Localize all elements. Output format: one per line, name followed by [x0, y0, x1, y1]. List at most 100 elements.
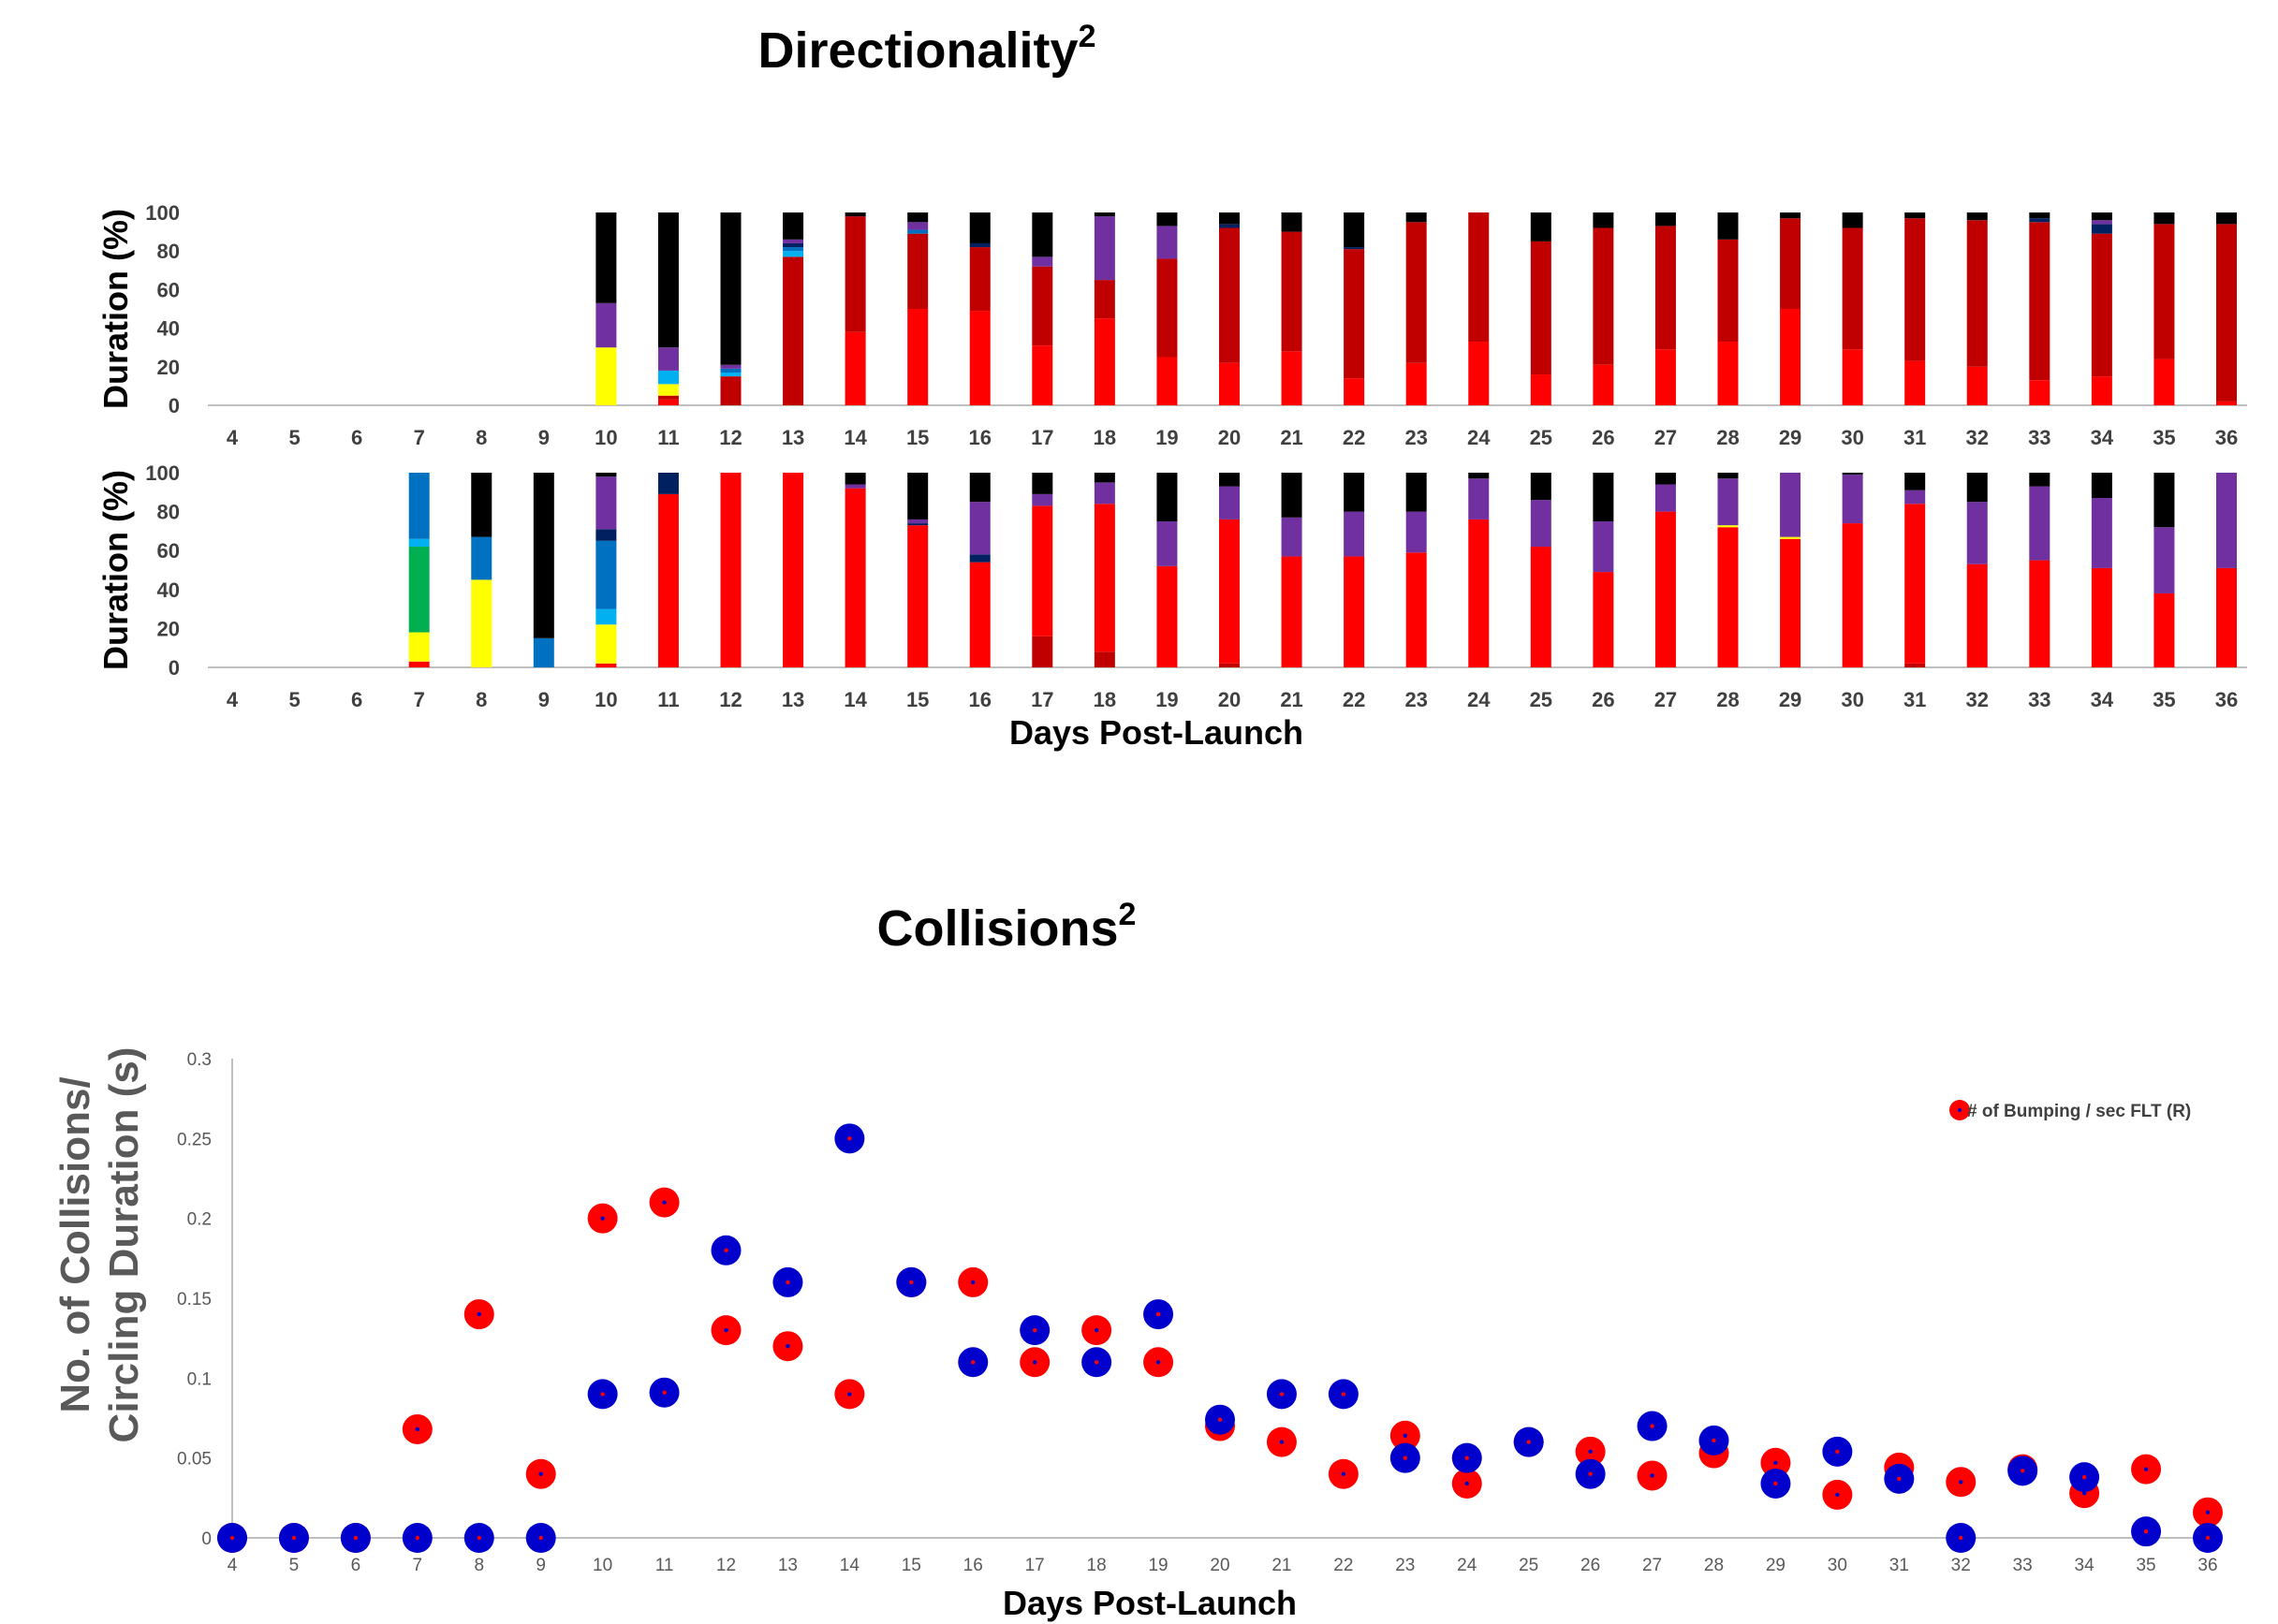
- bar-segment-darkred: [1966, 220, 1988, 367]
- bar-segment-red: [1344, 378, 1365, 405]
- bar-segment-purple: [1468, 478, 1490, 519]
- y-tick-label: 20: [157, 617, 180, 640]
- bar-segment-purple: [1281, 517, 1302, 557]
- point-center: [786, 1344, 790, 1349]
- bar-segment-darkred: [1593, 227, 1614, 365]
- bar-segment-purple: [2091, 498, 2112, 568]
- bar-segment-darkred: [1219, 663, 1240, 667]
- x-tick-label: 28: [1716, 426, 1739, 449]
- y-tick-label: 100: [145, 461, 180, 485]
- x-tick-label: 21: [1280, 688, 1302, 711]
- bar-segment-darkred: [657, 395, 679, 400]
- bar-segment-purple: [657, 347, 679, 371]
- bar-segment-darkred: [845, 216, 866, 332]
- y-axis-label: No. of Collisions/Circling Duration (s): [52, 1047, 147, 1443]
- x-tick-label: 18: [1094, 426, 1116, 449]
- bar-segment-red: [1530, 374, 1551, 405]
- x-tick-label: 14: [844, 426, 867, 449]
- bar-segment-red: [1032, 505, 1053, 636]
- bar-segment-darkred: [1094, 280, 1115, 319]
- point-center: [847, 1392, 852, 1397]
- bar-segment-red: [1780, 309, 1801, 405]
- x-tick-label: 33: [2013, 1556, 2033, 1575]
- x-tick-label: 10: [595, 426, 617, 449]
- bar-segment-black: [2029, 212, 2050, 219]
- bar-segment-yellow: [471, 579, 492, 667]
- bar-segment-black: [471, 473, 492, 537]
- bar-segment-red: [1593, 572, 1614, 667]
- bar-segment-purple: [845, 484, 866, 489]
- x-tick-label: 7: [413, 1556, 423, 1575]
- x-tick-label: 32: [1966, 426, 1989, 449]
- bar-segment-darkred: [1842, 227, 1863, 350]
- bar-segment-navy: [783, 242, 804, 248]
- point-center: [353, 1535, 359, 1541]
- bar-segment-lightblue: [408, 538, 430, 548]
- point-center: [909, 1280, 914, 1285]
- bar-segment-yellow: [657, 384, 679, 396]
- point-center: [1959, 1535, 1963, 1541]
- bar-segment-red: [595, 663, 617, 667]
- bar-segment-black: [1717, 212, 1739, 240]
- bar-segment-darkred: [1904, 218, 1926, 361]
- x-tick-label: 36: [2215, 688, 2238, 711]
- bar-segment-red: [1405, 552, 1427, 667]
- x-tick-label: 6: [351, 1556, 361, 1575]
- x-tick-label: 30: [1828, 1556, 1847, 1575]
- x-tick-label: 4: [227, 688, 239, 711]
- x-tick-label: 15: [902, 1556, 921, 1575]
- x-tick-label: 27: [1654, 426, 1677, 449]
- bar-segment-blue: [471, 536, 492, 580]
- bar-segment-red: [1094, 504, 1115, 652]
- bar-segment-purple: [2091, 220, 2112, 225]
- bar-segment-red: [1780, 538, 1801, 667]
- bar-segment-purple: [1654, 484, 1676, 512]
- x-tick-label: 5: [288, 688, 300, 711]
- point-center: [2205, 1535, 2211, 1541]
- bar-segment-black: [1156, 473, 1178, 521]
- bar-segment-navy: [1219, 224, 1240, 228]
- bar-segment-darkred: [2029, 222, 2050, 381]
- x-tick-label: 34: [2091, 688, 2114, 711]
- bar-segment-navy: [969, 242, 991, 248]
- point-center: [1897, 1476, 1902, 1482]
- point-center: [1588, 1449, 1593, 1455]
- x-tick-label: 21: [1280, 426, 1302, 449]
- x-tick-label: 16: [963, 1556, 983, 1575]
- y-tick-label: 0.25: [177, 1130, 212, 1149]
- x-tick-label: 9: [536, 1556, 546, 1575]
- x-tick-label: 6: [351, 688, 362, 711]
- bar-segment-blue: [783, 247, 804, 252]
- bar-segment-black: [1530, 473, 1551, 501]
- bar-segment-black: [783, 212, 804, 240]
- collisions-scatter-chart: 0 0.05 0.1 0.15 0.2 0.25 0.3 4 5 6 7 8 9 10 11 12 13 14 15…: [52, 1047, 2223, 1622]
- bar-segment-red: [1717, 527, 1739, 667]
- bar-segment-black: [533, 473, 554, 638]
- x-tick-label: 22: [1343, 688, 1365, 711]
- bar-segment-red: [2153, 358, 2175, 405]
- point-center: [1650, 1473, 1654, 1478]
- bar-segment-black: [1094, 473, 1115, 483]
- bar-segment-black: [1156, 212, 1178, 227]
- point-center: [1464, 1481, 1469, 1486]
- point-center: [2081, 1491, 2087, 1496]
- point-center: [2020, 1469, 2025, 1473]
- x-tick-label: 21: [1271, 1556, 1291, 1575]
- x-tick-label: 14: [840, 1556, 860, 1575]
- bar-segment-darkred: [1530, 241, 1551, 375]
- bar-segment-black: [845, 473, 866, 485]
- x-tick-label: 36: [2197, 1556, 2217, 1575]
- x-tick-label: 11: [655, 1556, 674, 1575]
- bar-segment-darkred: [1281, 231, 1302, 352]
- x-tick-label: 12: [716, 1556, 736, 1575]
- x-tick-label: 23: [1404, 426, 1427, 449]
- y-tick-label: 60: [157, 539, 180, 563]
- point-center: [600, 1392, 605, 1397]
- bar-segment-red: [1468, 342, 1490, 405]
- bar-segment-darkred: [2091, 233, 2112, 377]
- bar-segment-black: [1780, 212, 1801, 219]
- y-tick-label: 40: [157, 578, 180, 602]
- bar-segment-red: [2029, 560, 2050, 667]
- bar-segment-red: [1281, 351, 1302, 405]
- bar-segment-purple: [1219, 486, 1240, 519]
